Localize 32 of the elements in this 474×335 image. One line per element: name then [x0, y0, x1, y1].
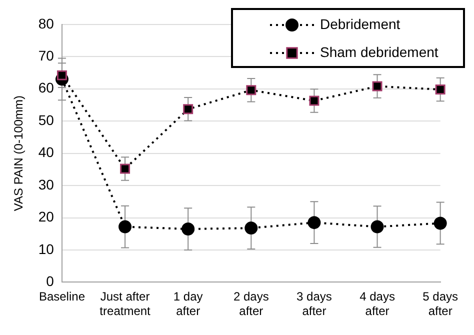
- point: [120, 164, 130, 174]
- x-tick-label: 1 day after: [173, 290, 203, 318]
- point: [308, 216, 321, 230]
- point: [372, 81, 382, 92]
- point: [244, 222, 258, 235]
- legend-label: Sham debridement: [320, 44, 438, 60]
- y-tick-label: 70: [38, 47, 54, 64]
- point: [370, 220, 384, 234]
- y-tick-label: 40: [38, 144, 54, 160]
- point: [434, 216, 447, 230]
- y-tick-label: 30: [38, 176, 54, 192]
- x-tick-label: Just after treatment: [100, 290, 152, 318]
- point: [246, 85, 256, 96]
- x-tick-label: 4 days after: [360, 290, 395, 318]
- y-tick-label: 20: [38, 208, 54, 225]
- point: [56, 70, 67, 80]
- y-tick-label: 80: [38, 15, 54, 32]
- point: [435, 84, 446, 94]
- point: [118, 220, 132, 234]
- point: [182, 222, 195, 236]
- y-axis-title: VAS PAIN (0-100mm): [12, 96, 26, 212]
- y-tick-label: 50: [38, 112, 54, 128]
- x-tick-label: 2 days after: [233, 290, 269, 318]
- y-tick-label: 0: [46, 273, 54, 290]
- point: [183, 104, 194, 114]
- y-tick-label: 60: [38, 80, 54, 96]
- x-tick-label: Baseline: [38, 290, 86, 304]
- x-tick-label: 5 days after: [422, 290, 458, 318]
- x-tick-label: 3 days after: [296, 290, 332, 318]
- point: [309, 96, 320, 106]
- legend-label: Debridement: [320, 16, 400, 32]
- y-tick-label: 10: [38, 240, 54, 257]
